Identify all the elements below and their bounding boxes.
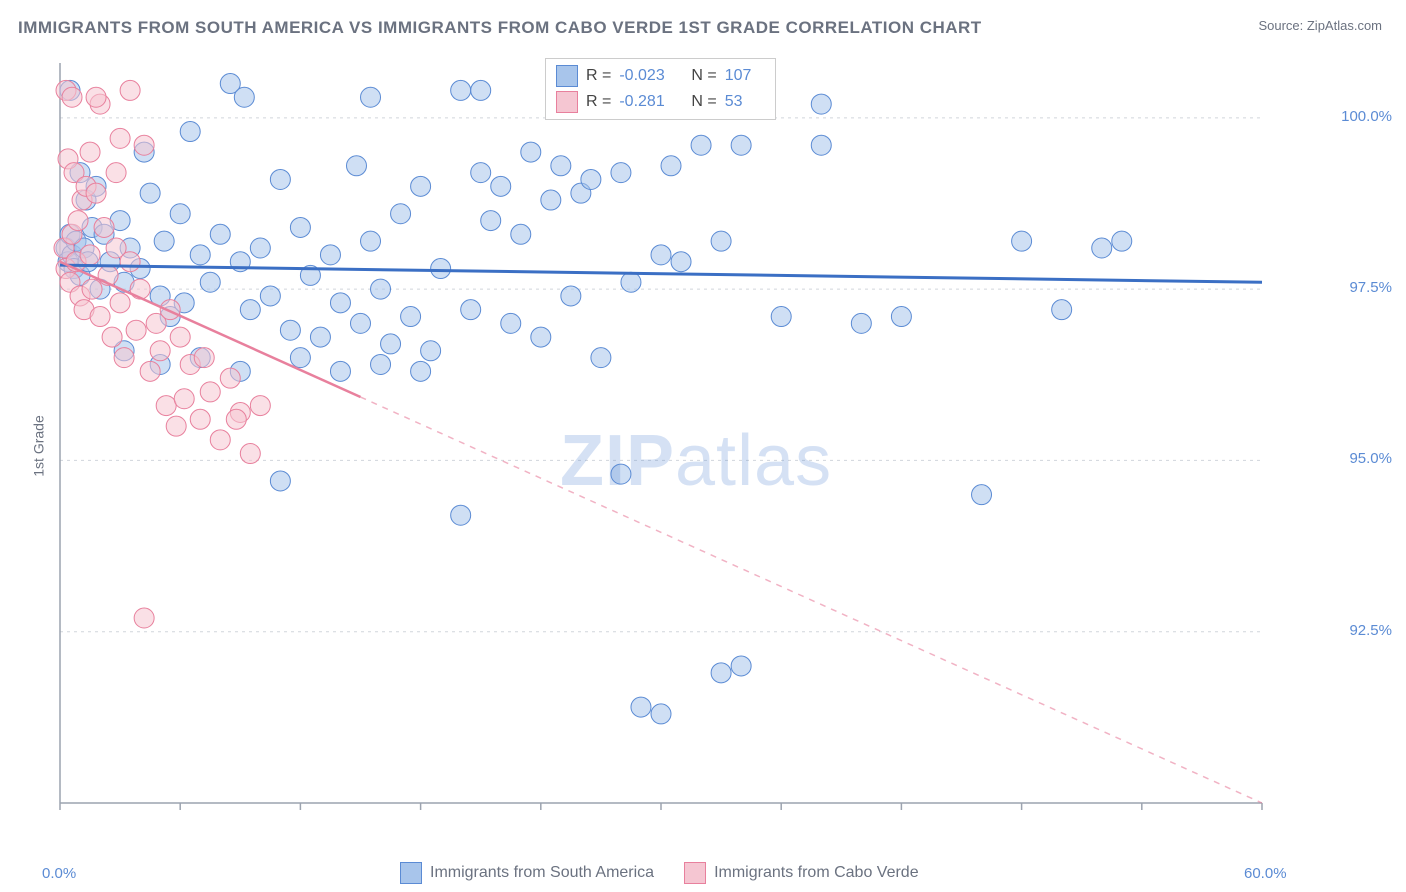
y-tick-label: 92.5% xyxy=(1349,622,1392,639)
plot-area xyxy=(50,55,1330,845)
legend-swatch xyxy=(684,862,706,884)
legend-n-value: 53 xyxy=(725,93,765,111)
legend-series-item: Immigrants from Cabo Verde xyxy=(684,862,919,884)
x-tick-label: 60.0% xyxy=(1244,865,1287,882)
legend-swatch xyxy=(556,65,578,87)
source-attribution: Source: ZipAtlas.com xyxy=(1258,18,1382,33)
y-tick-label: 100.0% xyxy=(1341,108,1392,125)
legend-n-label: N = xyxy=(691,67,716,85)
y-tick-label: 95.0% xyxy=(1349,450,1392,467)
legend-series-label: Immigrants from South America xyxy=(430,864,654,882)
legend-series-item: Immigrants from South America xyxy=(400,862,654,884)
legend-r-value: -0.281 xyxy=(619,93,683,111)
legend-swatch xyxy=(400,862,422,884)
legend-r-label: R = xyxy=(586,67,611,85)
y-axis-label: 1st Grade xyxy=(31,415,47,476)
chart-svg xyxy=(50,55,1330,845)
legend-n-label: N = xyxy=(691,93,716,111)
correlation-legend: R = -0.023 N = 107 R = -0.281 N = 53 xyxy=(545,58,776,120)
legend-r-label: R = xyxy=(586,93,611,111)
x-tick-label: 0.0% xyxy=(42,865,76,882)
y-tick-label: 97.5% xyxy=(1349,279,1392,296)
legend-r-value: -0.023 xyxy=(619,67,683,85)
legend-n-value: 107 xyxy=(725,67,765,85)
legend-swatch xyxy=(556,91,578,113)
legend-correlation-row: R = -0.281 N = 53 xyxy=(556,89,765,115)
series-legend: Immigrants from South America Immigrants… xyxy=(400,862,919,884)
legend-series-label: Immigrants from Cabo Verde xyxy=(714,864,919,882)
chart-title: IMMIGRANTS FROM SOUTH AMERICA VS IMMIGRA… xyxy=(18,18,982,38)
legend-correlation-row: R = -0.023 N = 107 xyxy=(556,63,765,89)
